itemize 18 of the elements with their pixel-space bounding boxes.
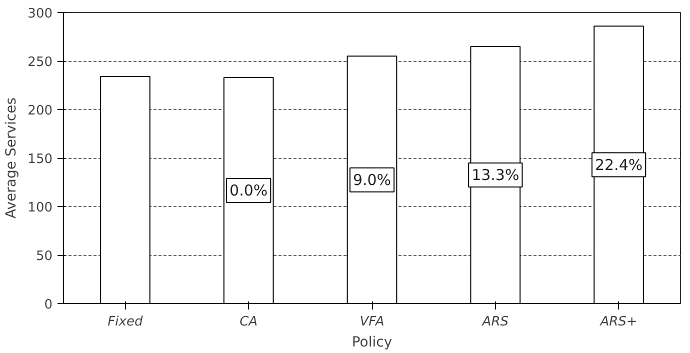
y-tick-label: 200 (28, 104, 53, 118)
y-tick-label: 300 (28, 6, 53, 22)
x-tick-label: Fixed (108, 314, 144, 330)
y-tick-label: 150 (28, 152, 53, 167)
x-tick-label: ARS (481, 314, 508, 330)
y-tick-label: 0 (44, 298, 53, 312)
y-tick-label: 250 (28, 55, 53, 70)
y-tick-label: 50 (36, 249, 53, 264)
y-axis-title: Average Services (4, 98, 20, 218)
annotation: 13.3% (472, 166, 520, 184)
x-axis-title: Policy (352, 334, 392, 350)
x-tick-label: ARS+ (599, 314, 638, 330)
annotation: 22.4% (594, 156, 643, 174)
x-tick-label: VFA (360, 314, 384, 330)
y-tick-label: 100 (28, 200, 53, 216)
annotation: 0.0% (230, 181, 268, 200)
annotation: 9.0% (352, 170, 392, 189)
x-tick-label: CA (240, 314, 258, 330)
